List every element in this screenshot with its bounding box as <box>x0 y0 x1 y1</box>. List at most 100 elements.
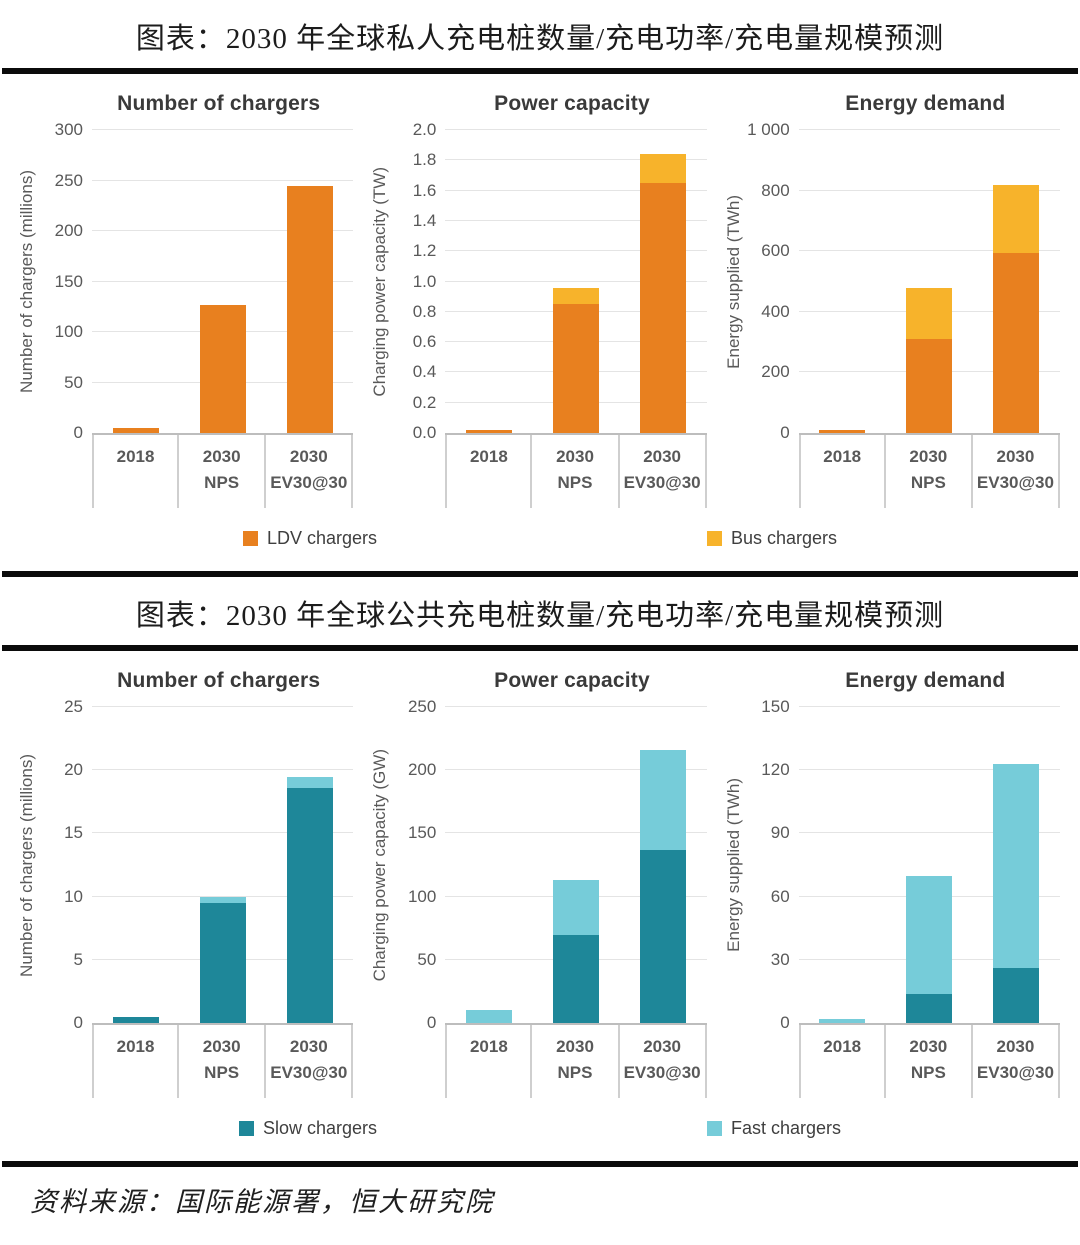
y-tick-label: 15 <box>64 823 83 843</box>
x-category-year: 2030 <box>643 447 682 466</box>
x-category-year: 2018 <box>116 447 155 466</box>
bar-2030-nps <box>199 130 246 433</box>
x-category-year: 2030 <box>996 447 1035 466</box>
plot-area <box>798 706 1060 1023</box>
x-category-year: 2018 <box>116 1037 155 1056</box>
x-axis-labels: 2018 2030 NPS 2030 EV30@30 <box>92 1023 354 1098</box>
x-axis-category: 2030 NPS <box>179 435 267 508</box>
bar-segment-bus-chargers <box>640 154 687 184</box>
x-axis-labels: 2018 2030 NPS 2030 EV30@30 <box>445 433 707 508</box>
public-legend: Slow chargers Fast chargers <box>0 1098 1080 1161</box>
y-tick-label: 800 <box>761 180 790 200</box>
x-category-scenario: NPS <box>910 1063 946 1083</box>
y-axis-label: Number of chargers (millions) <box>17 170 36 393</box>
bar-2030-nps <box>552 707 599 1023</box>
bar-segment-slow-chargers <box>993 968 1040 1023</box>
x-category-year: 2030 <box>996 1037 1035 1056</box>
x-category-scenario: NPS <box>557 473 593 493</box>
bar-2030-ev30@30 <box>640 130 687 433</box>
y-axis-label: Energy supplied (TWh) <box>723 778 743 952</box>
legend-item-ldv-chargers: LDV chargers <box>242 528 377 549</box>
bus-chargers-swatch <box>707 531 722 546</box>
bar-segment-slow-chargers <box>640 849 687 1023</box>
gridline <box>798 129 1060 130</box>
chart-title: Power capacity <box>494 669 650 692</box>
gridline <box>92 179 354 181</box>
gridline <box>798 250 1060 252</box>
bar-segment-ldv-chargers <box>552 304 599 433</box>
y-tick-label: 50 <box>64 372 83 392</box>
bar-2018 <box>819 707 866 1023</box>
bar-segment-slow-chargers <box>112 1016 159 1023</box>
x-axis-category: 2018 <box>798 435 886 508</box>
x-category-year: 2030 <box>202 447 241 466</box>
plot-area <box>92 706 354 1023</box>
bar-segment-fast-chargers <box>552 880 599 935</box>
y-tick-label: 0 <box>73 423 83 442</box>
y-tick-label: 0.4 <box>412 362 437 382</box>
legend-label: LDV chargers <box>266 528 377 548</box>
bar-2030-nps <box>199 707 246 1023</box>
public-charts-panel: Number of chargers Number of chargers (m… <box>0 651 1080 1161</box>
y-axis-label-cell: Energy supplied (TWh) <box>721 130 747 433</box>
y-tick-label: 25 <box>64 697 83 716</box>
y-axis-label: Charging power capacity (TW) <box>370 166 390 397</box>
legend-item-bus-chargers: Bus chargers <box>707 528 837 549</box>
legend-label: Fast chargers <box>731 1118 842 1138</box>
bar-segment-fast-chargers <box>640 750 687 850</box>
bar-segment-bus-chargers <box>906 287 953 340</box>
y-tick-label: 200 <box>54 221 83 240</box>
chart-title: Power capacity <box>494 92 650 115</box>
divider-rule <box>2 1161 1078 1167</box>
gridline <box>445 280 707 282</box>
bar-2030-nps <box>906 130 953 433</box>
chart-private-energy-demand: Energy demand Energy supplied (TWh) 0 200… <box>721 92 1060 508</box>
divider-rule <box>2 571 1078 577</box>
bar-2018 <box>112 130 159 433</box>
x-axis-category: 2030 EV30@30 <box>973 435 1060 508</box>
public-panel-title: 图表：2030 年全球公共充电桩数量/充电功率/充电量规模预测 <box>135 600 945 632</box>
gridline <box>445 706 707 707</box>
y-axis-label-cell: Energy supplied (TWh) <box>721 707 747 1023</box>
gridline <box>92 129 354 130</box>
chart-title: Energy demand <box>845 92 1006 115</box>
y-tick-label: 90 <box>770 823 790 843</box>
chart-private-power-capacity: Power capacity Charging power capacity (… <box>367 92 707 508</box>
y-tick-label: 150 <box>761 697 790 716</box>
plot-area <box>445 706 707 1023</box>
y-tick-label: 120 <box>761 760 790 780</box>
chart-title: Number of chargers <box>117 669 321 692</box>
gridline <box>798 769 1060 771</box>
y-tick-label: 1.2 <box>412 241 437 261</box>
y-tick-label: 0.0 <box>412 423 437 442</box>
y-tick-label: 0 <box>780 1013 790 1032</box>
x-category-scenario: NPS <box>204 1063 240 1083</box>
legend-label: Slow chargers <box>262 1118 377 1138</box>
y-axis-label-cell: Number of chargers (millions) <box>14 707 40 1023</box>
private-legend: LDV chargers Bus chargers <box>0 508 1080 571</box>
x-category-year: 2030 <box>556 447 594 466</box>
gridline <box>92 895 354 897</box>
y-axis-label-cell: Charging power capacity (TW) <box>367 130 393 433</box>
y-axis-ticks: 0 50 100 150 200 250 300 <box>40 120 92 442</box>
y-axis-ticks: 0 30 60 90 120 150 <box>747 697 799 1032</box>
bar-segment-fast-chargers <box>199 896 246 903</box>
y-tick-label: 0 <box>780 423 790 442</box>
bar-segment-ldv-chargers <box>465 429 512 433</box>
x-axis-category: 2030 NPS <box>532 435 620 508</box>
public-charts-row: Number of chargers Number of chargers (m… <box>0 651 1080 1098</box>
y-axis-label-cell: Charging power capacity (GW) <box>367 707 393 1023</box>
gridline <box>445 129 707 130</box>
bar-segment-bus-chargers <box>993 184 1040 253</box>
y-tick-label: 100 <box>54 322 83 341</box>
y-tick-label: 2.0 <box>412 120 437 139</box>
bar-2018 <box>112 707 159 1023</box>
legend-item-slow-chargers: Slow chargers <box>238 1118 377 1139</box>
x-axis-category: 2030 NPS <box>886 1025 973 1098</box>
x-category-scenario: EV30@30 <box>623 473 701 493</box>
x-category-scenario: NPS <box>557 1063 593 1083</box>
y-axis-label: Charging power capacity (GW) <box>370 748 390 982</box>
x-axis-category: 2018 <box>92 1025 180 1098</box>
bar-segment-fast-chargers <box>906 875 953 994</box>
x-category-year: 2030 <box>202 1037 241 1056</box>
